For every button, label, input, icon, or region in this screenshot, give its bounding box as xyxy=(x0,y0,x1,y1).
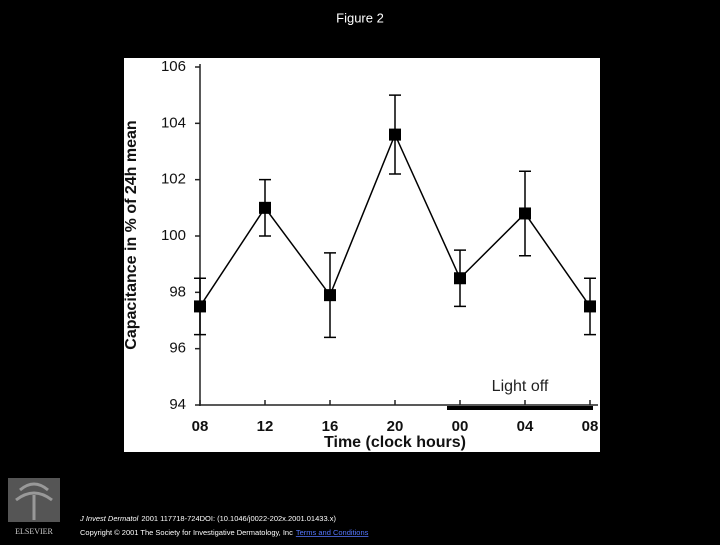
copyright-line: Copyright © 2001 The Society for Investi… xyxy=(80,528,369,537)
plot: 94 96 98 100 102 104 106 08 12 16 20 00 04 08 xyxy=(161,58,598,435)
citation-text: 2001 117718-724DOI: (10.1046/j0022-202x.… xyxy=(141,514,336,523)
data-point xyxy=(259,201,271,214)
x-tick-label: 20 xyxy=(387,418,404,435)
y-tick-label: 96 xyxy=(169,340,186,357)
data-point xyxy=(454,272,466,285)
x-tick-label: 00 xyxy=(452,418,469,435)
x-tick-label: 08 xyxy=(192,418,209,435)
logo-text: ELSEVIER xyxy=(15,527,53,536)
citation: J Invest Dermatol 2001 117718-724DOI: (10… xyxy=(79,514,336,523)
y-axis-label: Capacitance in % of 24h mean xyxy=(123,120,140,349)
annotation: Light off xyxy=(492,378,549,395)
light-off-bar xyxy=(447,406,593,410)
y-tick-label: 104 xyxy=(161,114,186,131)
y-tick-label: 102 xyxy=(161,171,186,188)
data-point xyxy=(519,207,531,220)
terms-link[interactable]: Terms and Conditions xyxy=(296,528,369,537)
elsevier-logo: ELSEVIER xyxy=(8,478,60,536)
data-point xyxy=(389,128,401,141)
y-tick-label: 98 xyxy=(169,283,186,300)
data-point xyxy=(194,300,206,313)
journal: J Invest Dermatol xyxy=(79,514,139,523)
x-axis-label: Time (clock hours) xyxy=(324,434,466,451)
data-point xyxy=(584,300,596,313)
logo-tree-branches xyxy=(15,482,53,520)
x-tick-label: 16 xyxy=(322,418,339,435)
data-point xyxy=(324,289,336,302)
copyright: Copyright © 2001 The Society for Investi… xyxy=(80,528,293,537)
x-tick-label: 04 xyxy=(517,418,534,435)
x-tick-label: 08 xyxy=(582,418,599,435)
y-tick-label: 106 xyxy=(161,58,186,75)
slide-title: Figure 2 xyxy=(336,10,384,25)
y-tick-label: 100 xyxy=(161,227,186,244)
y-tick-label: 94 xyxy=(169,396,186,413)
x-tick-label: 12 xyxy=(257,418,274,435)
